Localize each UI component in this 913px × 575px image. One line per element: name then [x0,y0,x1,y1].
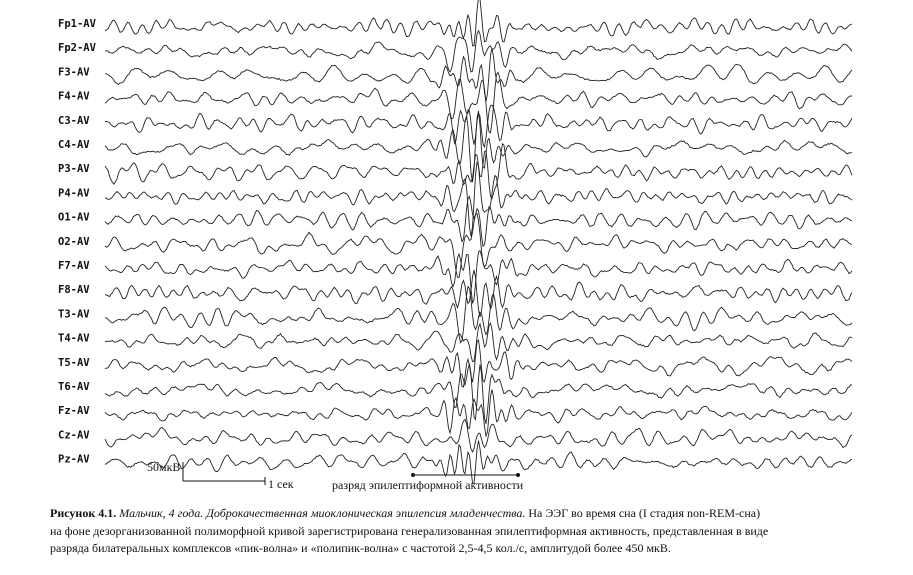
eeg-trace [104,339,853,388]
channel-label: F7-AV [58,260,90,272]
caption-text: на фоне дезорганизованной полиморфной кр… [50,523,769,538]
channel-label: O1-AV [58,212,90,224]
channel-label: C4-AV [58,139,90,151]
eeg-trace [104,212,853,279]
channel-label: F3-AV [58,66,90,78]
channel-label: P3-AV [58,163,90,175]
eeg-trace [104,195,853,247]
eeg-trace [104,322,853,362]
channel-label: F4-AV [58,91,90,103]
eeg-trace [104,29,853,73]
channel-label: T3-AV [58,308,90,320]
eeg-trace [104,160,853,237]
figure-caption: Рисунок 4.1. Мальчик, 4 года. Доброкачес… [50,505,910,558]
caption-text: разряда билатеральных комплексов «пик-во… [50,541,671,555]
caption-label: Рисунок 4.1. [50,506,117,520]
channel-label: T4-AV [58,333,90,345]
eeg-trace [104,389,853,438]
scale-bar: 50мкВ 1 сек [147,460,294,491]
channel-label: Fz-AV [58,405,90,417]
channel-label: Fp1-AV [58,18,97,30]
eeg-figure: 50мкВ 1 сек разряд эпилептиформной актив… [58,0,853,492]
channel-label: F8-AV [58,284,90,296]
channel-label: T5-AV [58,357,90,369]
eeg-trace [105,285,853,344]
time-label: 1 сек [268,477,294,491]
discharge-start [411,473,415,477]
eeg-trace [104,48,853,102]
discharge-marker: разряд эпилептиформной активности [332,473,524,492]
caption-line: Рисунок 4.1. Мальчик, 4 года. Доброкачес… [50,505,910,523]
amplitude-label: 50мкВ [147,460,180,474]
channel-label: P4-AV [58,187,90,199]
eeg-trace [104,71,853,134]
discharge-end [516,473,520,477]
eeg-trace [104,269,853,318]
channel-label: Fp2-AV [58,42,97,54]
discharge-label: разряд эпилептиформной активности [332,478,524,492]
eeg-trace [104,0,853,47]
eeg-trace [104,418,853,453]
caption-text: На ЭЭГ во время сна (I стадия non-REM-сн… [528,506,761,520]
eeg-trace [104,249,853,305]
eeg-trace [104,440,853,485]
channel-label: O2-AV [58,236,90,248]
caption-italic: Мальчик, 4 года. Доброкачественная миокл… [119,506,526,520]
channel-label: C3-AV [58,115,90,127]
eeg-trace [104,363,853,424]
channel-label: Pz-AV [58,454,90,466]
eeg-trace [104,111,853,183]
channel-label: T6-AV [58,381,90,393]
channel-label: Cz-AV [58,429,90,441]
